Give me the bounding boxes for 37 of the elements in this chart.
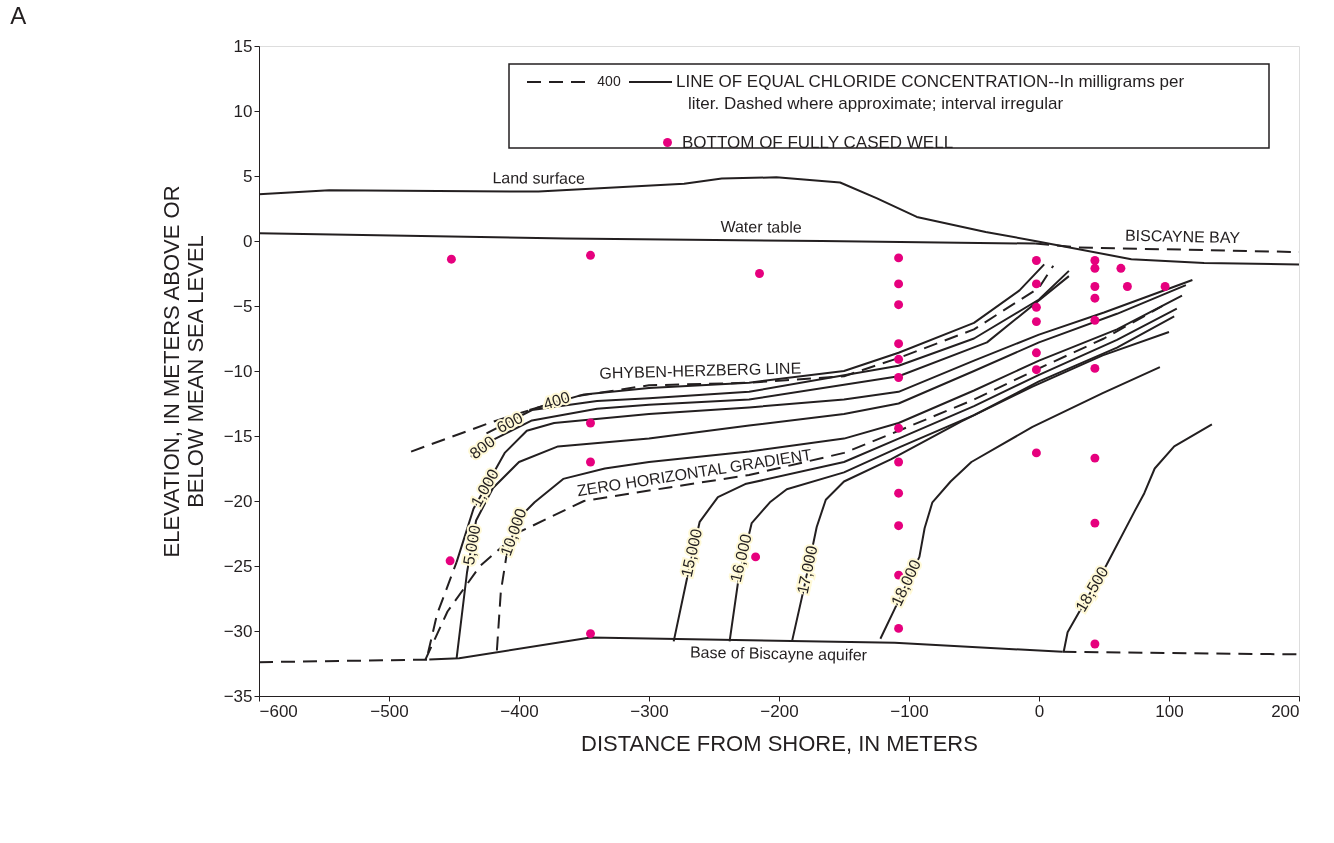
y-tick-label: 10	[233, 101, 253, 121]
y-tick-label: −25	[223, 556, 253, 576]
y-axis-title: ELEVATION, IN METERS ABOVE OR BELOW MEAN SEA LEVEL	[158, 185, 208, 558]
x-tick-label: −600	[259, 701, 298, 721]
annotation: Water table	[720, 217, 802, 236]
y-tick-label: 0	[243, 231, 253, 251]
x-axis-title: DISTANCE FROM SHORE, IN METERS	[581, 730, 978, 756]
annotation: Base of Biscayne aquifer	[689, 643, 868, 664]
y-tick-label: −30	[223, 621, 253, 641]
annotation: 400	[541, 388, 572, 413]
annotation: 400	[597, 73, 621, 89]
legend-label: BOTTOM OF FULLY CASED WELL	[682, 132, 954, 152]
legend-label: LINE OF EQUAL CHLORIDE CONCENTRATION--In milligrams per liter. Dashed where approximate; interval irregular	[676, 72, 1185, 113]
x-tick-label: −400	[500, 701, 539, 721]
y-tick-label: −35	[223, 686, 253, 706]
x-tick-label: 200	[1271, 701, 1300, 721]
y-tick-label: −10	[223, 361, 253, 381]
text: A	[10, 2, 27, 29]
annotation: 17,000	[793, 544, 821, 596]
x-tick-label: 0	[1034, 701, 1045, 721]
x-tick-label: −200	[760, 701, 799, 721]
y-tick-label: 15	[233, 36, 253, 56]
annotation: BISCAYNE BAY	[1124, 226, 1241, 247]
annotation: 5,000	[459, 523, 484, 567]
x-tick-label: 100	[1155, 701, 1184, 721]
x-tick-label: −300	[630, 701, 669, 721]
annotation: 16,000	[726, 532, 755, 584]
y-tick-label: −20	[223, 491, 253, 511]
y-tick-label: −15	[223, 426, 253, 446]
annotation: ZERO HORIZONTAL GRADIENT	[575, 445, 814, 500]
y-tick-label: 5	[243, 166, 253, 186]
annotation: Land surface	[492, 169, 586, 187]
y-tick-label: −5	[233, 296, 253, 316]
annotation: 15,000	[677, 527, 706, 579]
x-tick-label: −100	[890, 701, 929, 721]
annotation: GHYBEN-HERZBERG LINE	[599, 359, 802, 382]
x-tick-label: −500	[370, 701, 409, 721]
